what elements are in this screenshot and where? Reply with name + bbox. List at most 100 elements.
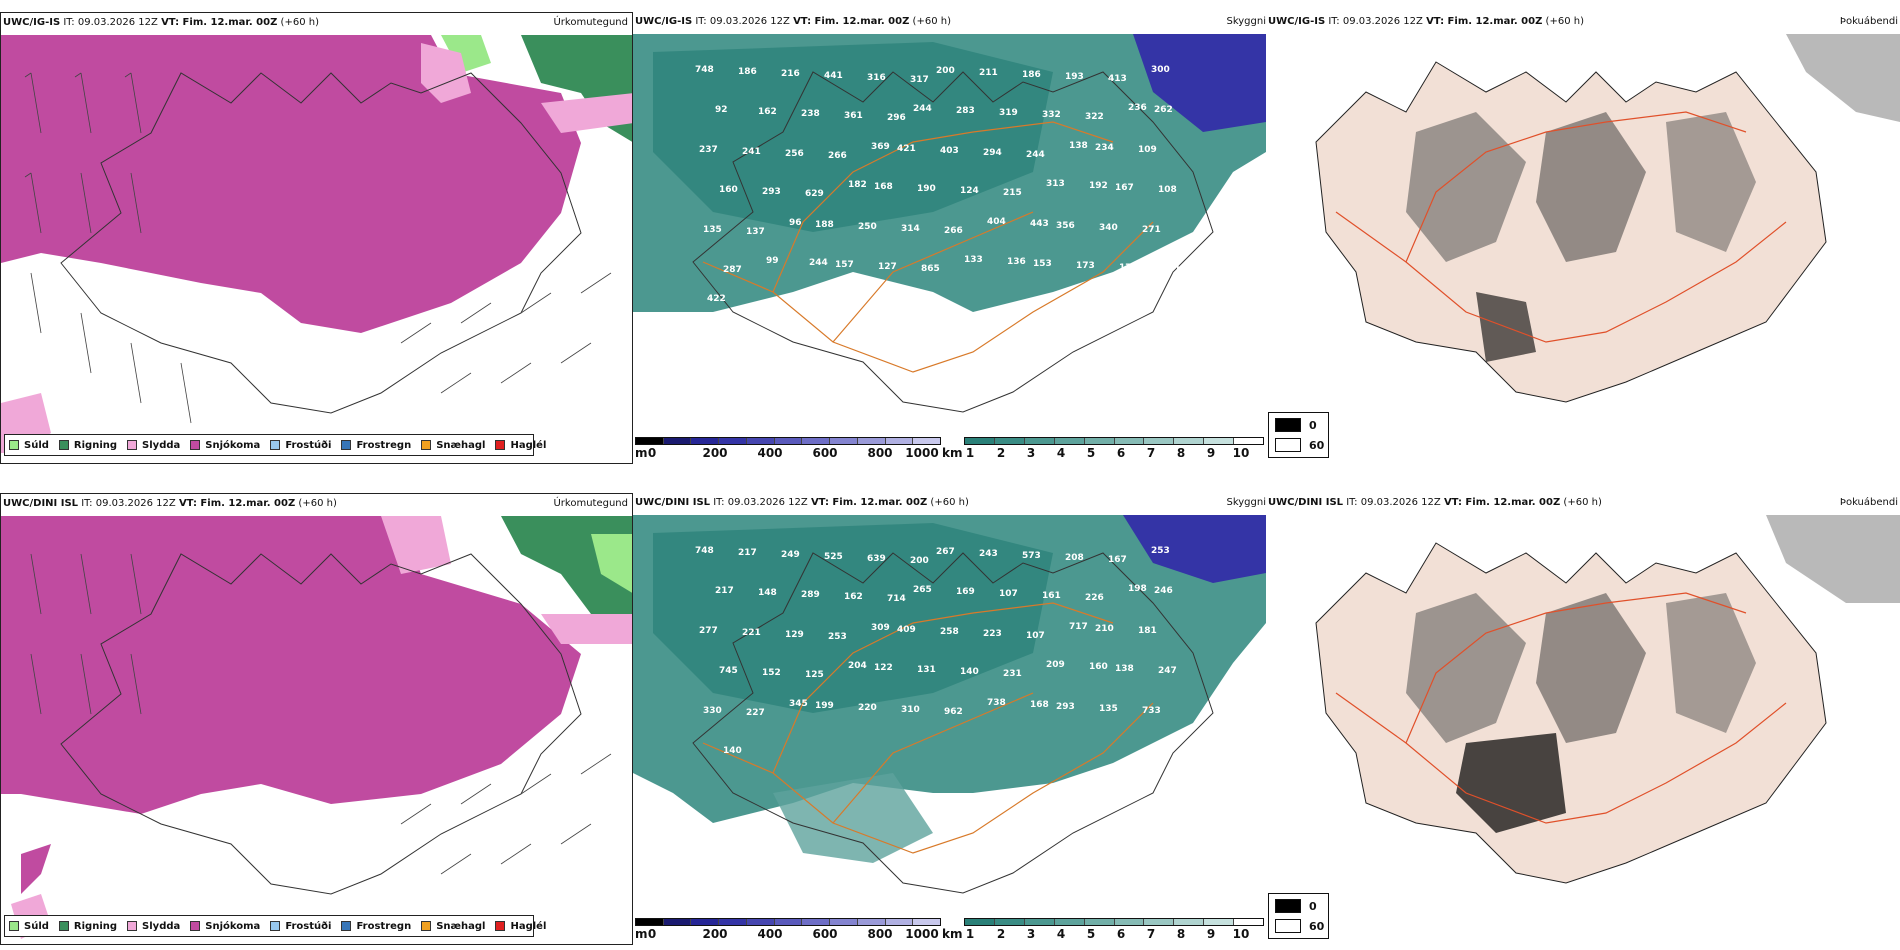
panel-title: UWC/IG-IS IT: 09.03.2026 12Z VT: Fim. 12… bbox=[635, 16, 951, 27]
colorbar-tick: 6 bbox=[1116, 927, 1126, 941]
visibility-value-label: 249 bbox=[781, 550, 800, 560]
visibility-value-label: 138 bbox=[1069, 141, 1088, 151]
visibility-value-label: 733 bbox=[1142, 706, 1161, 716]
visibility-value-label: 226 bbox=[1085, 593, 1104, 603]
colorbar-cells bbox=[964, 918, 1264, 926]
visibility-value-label: 289 bbox=[801, 590, 820, 600]
legend-item-sudl: Súld bbox=[9, 440, 49, 451]
fog-shading-4 bbox=[1456, 733, 1566, 833]
visibility-value-label: 244 bbox=[809, 258, 828, 268]
visibility-value-label: 314 bbox=[901, 224, 920, 234]
low-visibility-area-2 bbox=[653, 523, 1053, 713]
visibility-value-labels: 748 186 216 441 316 317 200 211 186 193 413 300 92 16… bbox=[695, 65, 1181, 304]
very-low-visibility-area bbox=[1123, 515, 1266, 583]
fog-shading-3 bbox=[1666, 593, 1756, 733]
panel-label: Úrkomutegund bbox=[553, 17, 628, 28]
elevation-colorbar: m 0 200 400 600 800 1000 bbox=[635, 918, 941, 941]
visibility-value-label: 244 bbox=[1026, 150, 1045, 160]
visibility-value-label: 129 bbox=[785, 630, 804, 640]
legend-item-snaehagl: Snæhagl bbox=[421, 921, 485, 932]
wind-barbs bbox=[24, 72, 612, 424]
legend-item-rigning: Rigning bbox=[58, 921, 117, 932]
panel-precip-type-igis: UWC/IG-IS IT: 09.03.2026 12Z VT: Fim. 12… bbox=[0, 12, 633, 464]
visibility-colorbar: km 1 2 3 4 5 6 7 8 9 10 bbox=[942, 918, 1264, 941]
visibility-value-label: 271 bbox=[1142, 225, 1161, 235]
visibility-value-label: 629 bbox=[805, 189, 824, 199]
drizzle-area bbox=[441, 35, 491, 73]
colorbar-tick: 1 bbox=[965, 446, 975, 460]
legend-swatch bbox=[190, 921, 201, 931]
colorbar-tick: 10 bbox=[1232, 446, 1250, 460]
legend-item-sudl: Súld bbox=[9, 921, 49, 932]
legend-item-haglel: Haglél bbox=[495, 440, 546, 451]
colorbar-cells bbox=[635, 918, 941, 926]
visibility-value-label: 962 bbox=[944, 707, 963, 717]
visibility-value-label: 167 bbox=[1115, 183, 1134, 193]
road-network bbox=[702, 602, 1154, 854]
visibility-value-label: 243 bbox=[979, 549, 998, 559]
visibility-value-label: 319 bbox=[999, 108, 1018, 118]
visibility-value-label: 525 bbox=[824, 552, 843, 562]
visibility-value-label: 169 bbox=[956, 587, 975, 597]
visibility-value-label: 173 bbox=[1076, 261, 1095, 271]
legend-item-snaehagl: Snæhagl bbox=[421, 440, 485, 451]
legend-swatch bbox=[341, 440, 352, 450]
legend-item-frostudi: Frostúði bbox=[270, 921, 331, 932]
visibility-value-label: 234 bbox=[1095, 143, 1114, 153]
land-outline bbox=[692, 71, 1214, 413]
visibility-value-label: 167 bbox=[1108, 555, 1127, 565]
legend-item-snjokoma: Snjókoma bbox=[190, 440, 260, 451]
land-outline bbox=[60, 553, 582, 895]
sleet-area-3 bbox=[21, 844, 51, 894]
fog-legend-item: 60 bbox=[1275, 919, 1324, 933]
road-network bbox=[702, 121, 1154, 373]
visibility-value-label: 241 bbox=[742, 147, 761, 157]
colorbar-tick: 2 bbox=[996, 446, 1006, 460]
visibility-value-label: 322 bbox=[1085, 112, 1104, 122]
visibility-value-label: 409 bbox=[897, 625, 916, 635]
sleet-area-2 bbox=[541, 614, 632, 644]
colorbar-tick: 6 bbox=[1116, 446, 1126, 460]
visibility-value-label: 200 bbox=[910, 556, 929, 566]
precip-map-dini bbox=[1, 516, 632, 944]
visibility-value-label: 748 bbox=[695, 65, 714, 75]
visibility-value-label: 309 bbox=[871, 623, 890, 633]
visibility-value-label: 745 bbox=[719, 666, 738, 676]
visibility-value-label: 99 bbox=[766, 256, 779, 266]
fog-shading-2 bbox=[1536, 112, 1646, 262]
visibility-value-label: 217 bbox=[738, 548, 757, 558]
road-network bbox=[1335, 592, 1787, 824]
visibility-value-label: 109 bbox=[1138, 145, 1157, 155]
colorbar-tick: 600 bbox=[812, 927, 838, 941]
panel-title: UWC/DINI ISL IT: 09.03.2026 12Z VT: Fim.… bbox=[1268, 497, 1602, 508]
visibility-value-label: 160 bbox=[1089, 662, 1108, 672]
very-low-visibility-area bbox=[1133, 34, 1266, 132]
visibility-value-label: 193 bbox=[1065, 72, 1084, 82]
visibility-value-label: 345 bbox=[789, 699, 808, 709]
visibility-value-label: 441 bbox=[824, 71, 843, 81]
visibility-value-label: 138 bbox=[1115, 664, 1134, 674]
colorbar-tick: 5 bbox=[1086, 927, 1096, 941]
visibility-value-label: 265 bbox=[913, 585, 932, 595]
colorbar-tick: 4 bbox=[1056, 446, 1066, 460]
visibility-value-label: 160 bbox=[719, 185, 738, 195]
visibility-value-label: 403 bbox=[940, 146, 959, 156]
panel-visibility-dini: 748 217 249 525 639 200 267 243 573 208 167 253 217 1… bbox=[633, 493, 1266, 945]
visibility-value-label: 244 bbox=[913, 104, 932, 114]
visibility-value-label: 133 bbox=[964, 255, 983, 265]
visibility-value-label: 256 bbox=[785, 149, 804, 159]
visibility-value-label: 293 bbox=[762, 187, 781, 197]
visibility-value-label: 217 bbox=[715, 586, 734, 596]
wind-barbs bbox=[30, 553, 612, 875]
visibility-value-label: 332 bbox=[1042, 110, 1061, 120]
visibility-value-label: 717 bbox=[1069, 622, 1088, 632]
legend-swatch bbox=[190, 440, 201, 450]
visibility-value-label: 714 bbox=[887, 594, 906, 604]
visibility-value-label: 211 bbox=[979, 68, 998, 78]
visibility-value-label: 253 bbox=[1151, 546, 1170, 556]
sleet-area bbox=[381, 516, 451, 574]
visibility-value-label: 161 bbox=[1042, 591, 1061, 601]
visibility-value-label: 220 bbox=[858, 703, 877, 713]
visibility-value-label: 316 bbox=[867, 73, 886, 83]
visibility-value-label: 140 bbox=[723, 746, 742, 756]
